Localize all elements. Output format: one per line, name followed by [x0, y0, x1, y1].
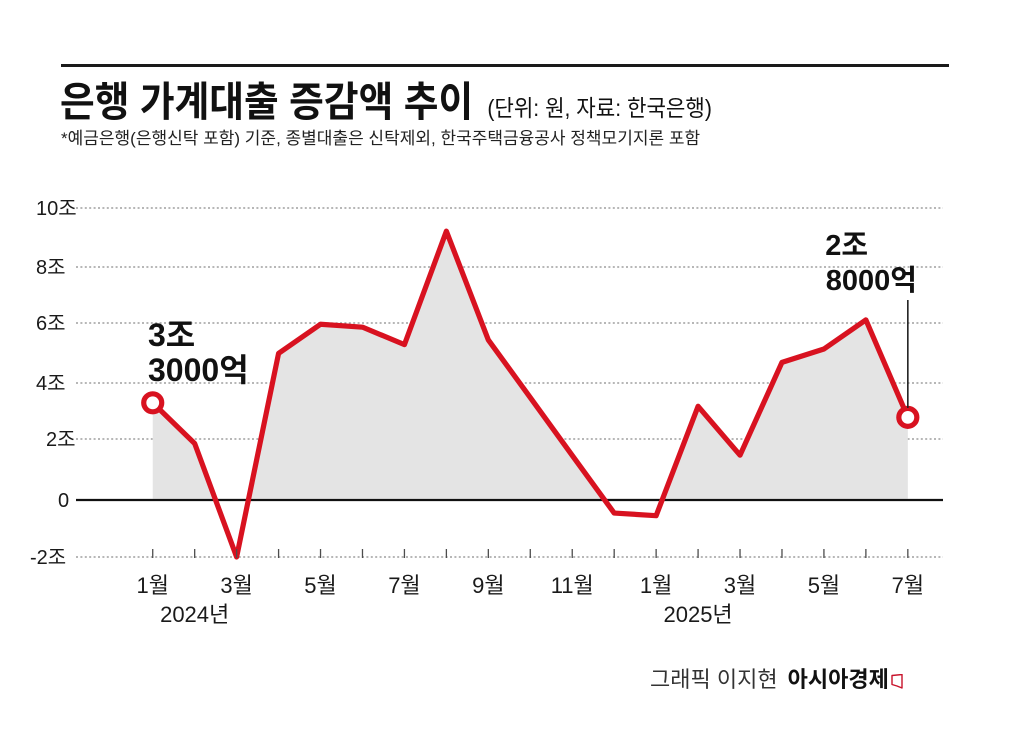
svg-text:3000억: 3000억	[148, 352, 249, 388]
svg-text:10조: 10조	[36, 198, 77, 220]
svg-text:-2조: -2조	[30, 547, 66, 569]
svg-text:2024년: 2024년	[160, 602, 229, 627]
svg-text:4조: 4조	[36, 373, 66, 395]
svg-text:1월: 1월	[136, 573, 168, 598]
svg-text:7월: 7월	[892, 573, 924, 598]
svg-text:7월: 7월	[388, 573, 420, 598]
svg-text:3조: 3조	[148, 317, 195, 353]
svg-text:8조: 8조	[36, 257, 66, 279]
svg-text:2조: 2조	[46, 429, 76, 451]
svg-text:2025년: 2025년	[663, 602, 732, 627]
svg-text:6조: 6조	[36, 313, 66, 335]
svg-text:3월: 3월	[724, 573, 756, 598]
svg-text:0: 0	[58, 490, 69, 512]
svg-text:3월: 3월	[220, 573, 252, 598]
svg-text:1월: 1월	[640, 573, 672, 598]
svg-text:9월: 9월	[472, 573, 504, 598]
svg-text:5월: 5월	[304, 573, 336, 598]
svg-text:5월: 5월	[808, 573, 840, 598]
svg-text:8000억: 8000억	[826, 264, 917, 297]
svg-text:2조: 2조	[825, 230, 868, 262]
svg-text:11월: 11월	[551, 573, 594, 598]
